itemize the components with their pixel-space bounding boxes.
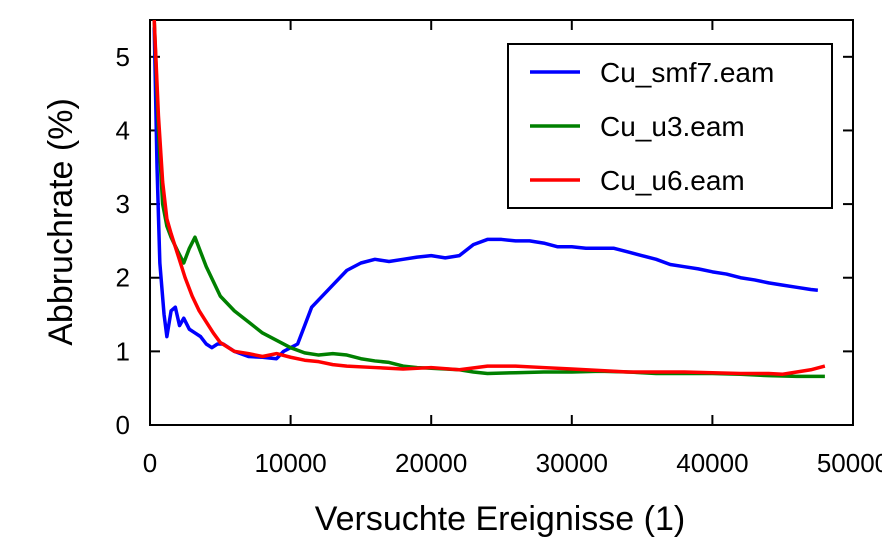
x-tick-label: 10000 xyxy=(254,448,326,478)
y-tick-label: 3 xyxy=(116,189,130,219)
y-tick-label: 5 xyxy=(116,42,130,72)
x-tick-label: 30000 xyxy=(536,448,608,478)
x-axis-label: Versuchte Ereignisse (1) xyxy=(315,500,685,538)
legend-label: Cu_u3.eam xyxy=(600,111,745,142)
y-tick-label: 0 xyxy=(116,410,130,440)
y-axis-label: Abbruchrate (%) xyxy=(42,98,80,346)
series-line xyxy=(152,20,826,376)
y-tick-label: 2 xyxy=(116,263,130,293)
x-tick-label: 0 xyxy=(143,448,157,478)
series-line xyxy=(152,27,819,361)
plot-frame xyxy=(149,19,854,426)
y-tick-label: 4 xyxy=(116,115,130,145)
x-tick-label: 40000 xyxy=(676,448,748,478)
legend-label: Cu_smf7.eam xyxy=(600,57,774,88)
y-tick-label: 1 xyxy=(116,336,130,366)
x-tick-label: 20000 xyxy=(395,448,467,478)
x-tick-label: 50000 xyxy=(817,448,882,478)
legend-label: Cu_u6.eam xyxy=(600,165,745,196)
plot-lines xyxy=(152,20,826,379)
